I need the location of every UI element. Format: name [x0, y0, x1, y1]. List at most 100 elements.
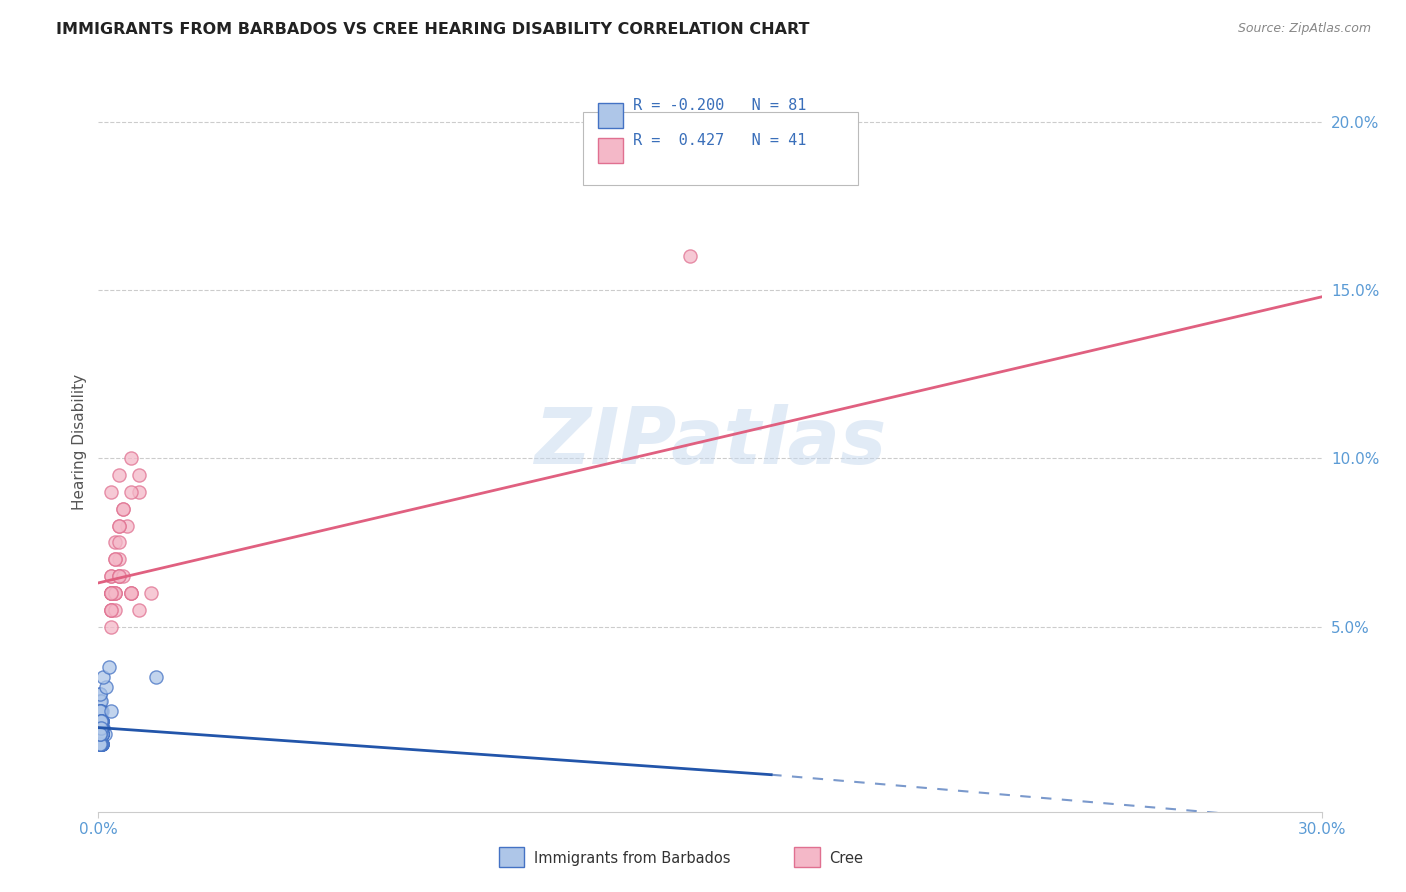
Point	[100, 586, 122, 600]
Point	[89, 694, 111, 708]
Point	[89, 721, 111, 735]
Point	[89, 738, 111, 752]
Point	[108, 535, 131, 549]
Point	[128, 485, 150, 500]
Point	[89, 738, 111, 752]
Point	[89, 704, 111, 718]
Point	[90, 738, 112, 752]
Point	[90, 738, 112, 752]
Point	[89, 704, 111, 718]
Point	[100, 603, 122, 617]
Point	[141, 586, 163, 600]
Point	[90, 714, 112, 728]
Point	[100, 603, 122, 617]
Point	[104, 603, 127, 617]
Point	[89, 727, 111, 741]
Point	[89, 721, 111, 735]
Point	[91, 727, 114, 741]
Point	[100, 485, 122, 500]
Point	[90, 714, 112, 728]
Point	[91, 714, 114, 728]
Point	[91, 727, 114, 741]
Text: IMMIGRANTS FROM BARBADOS VS CREE HEARING DISABILITY CORRELATION CHART: IMMIGRANTS FROM BARBADOS VS CREE HEARING…	[56, 22, 810, 37]
Point	[90, 721, 112, 735]
Point	[89, 687, 111, 701]
Point	[90, 704, 112, 718]
Point	[100, 586, 122, 600]
Point	[89, 738, 111, 752]
Point	[90, 721, 112, 735]
Point	[89, 738, 111, 752]
Point	[100, 586, 122, 600]
Point	[108, 468, 131, 483]
Point	[90, 738, 112, 752]
Point	[120, 451, 142, 466]
Text: Source: ZipAtlas.com: Source: ZipAtlas.com	[1237, 22, 1371, 36]
Point	[89, 721, 111, 735]
Point	[104, 586, 127, 600]
Point	[108, 518, 131, 533]
Point	[90, 738, 112, 752]
Point	[89, 727, 111, 741]
Point	[90, 727, 112, 741]
Point	[90, 727, 112, 741]
Point	[90, 727, 112, 741]
Point	[91, 738, 114, 752]
Text: Immigrants from Barbados: Immigrants from Barbados	[534, 851, 731, 865]
Point	[90, 721, 112, 735]
Point	[90, 721, 112, 735]
Point	[90, 721, 112, 735]
Point	[90, 714, 112, 728]
Point	[90, 727, 112, 741]
Point	[90, 714, 112, 728]
Text: R =  0.427   N = 41: R = 0.427 N = 41	[633, 133, 806, 148]
Point	[94, 680, 117, 694]
Point	[111, 501, 134, 516]
Point	[90, 727, 112, 741]
Point	[108, 569, 131, 583]
Point	[91, 738, 114, 752]
Point	[90, 704, 112, 718]
Point	[100, 569, 122, 583]
Point	[91, 727, 114, 741]
Point	[89, 721, 111, 735]
Point	[111, 569, 134, 583]
Point	[90, 721, 112, 735]
Point	[104, 552, 127, 566]
Point	[89, 714, 111, 728]
Point	[89, 687, 111, 701]
Point	[100, 704, 122, 718]
Point	[90, 727, 112, 741]
Point	[679, 249, 702, 264]
Point	[89, 727, 111, 741]
Point	[90, 738, 112, 752]
Point	[104, 586, 127, 600]
Point	[104, 535, 127, 549]
Point	[115, 518, 138, 533]
Text: ZIPatlas: ZIPatlas	[534, 403, 886, 480]
Point	[89, 727, 111, 741]
Point	[89, 714, 111, 728]
Point	[90, 714, 112, 728]
Point	[120, 586, 142, 600]
Point	[108, 569, 131, 583]
Point	[91, 727, 114, 741]
Point	[100, 586, 122, 600]
Point	[128, 468, 150, 483]
Point	[91, 670, 114, 684]
Point	[90, 738, 112, 752]
Y-axis label: Hearing Disability: Hearing Disability	[72, 374, 87, 509]
Point	[89, 727, 111, 741]
Point	[100, 586, 122, 600]
Point	[120, 586, 142, 600]
Point	[89, 714, 111, 728]
Point	[120, 586, 142, 600]
Point	[90, 727, 112, 741]
Point	[90, 714, 112, 728]
Point	[90, 714, 112, 728]
Point	[91, 714, 114, 728]
Point	[89, 738, 111, 752]
Point	[128, 603, 150, 617]
Point	[91, 721, 114, 735]
Point	[89, 704, 111, 718]
